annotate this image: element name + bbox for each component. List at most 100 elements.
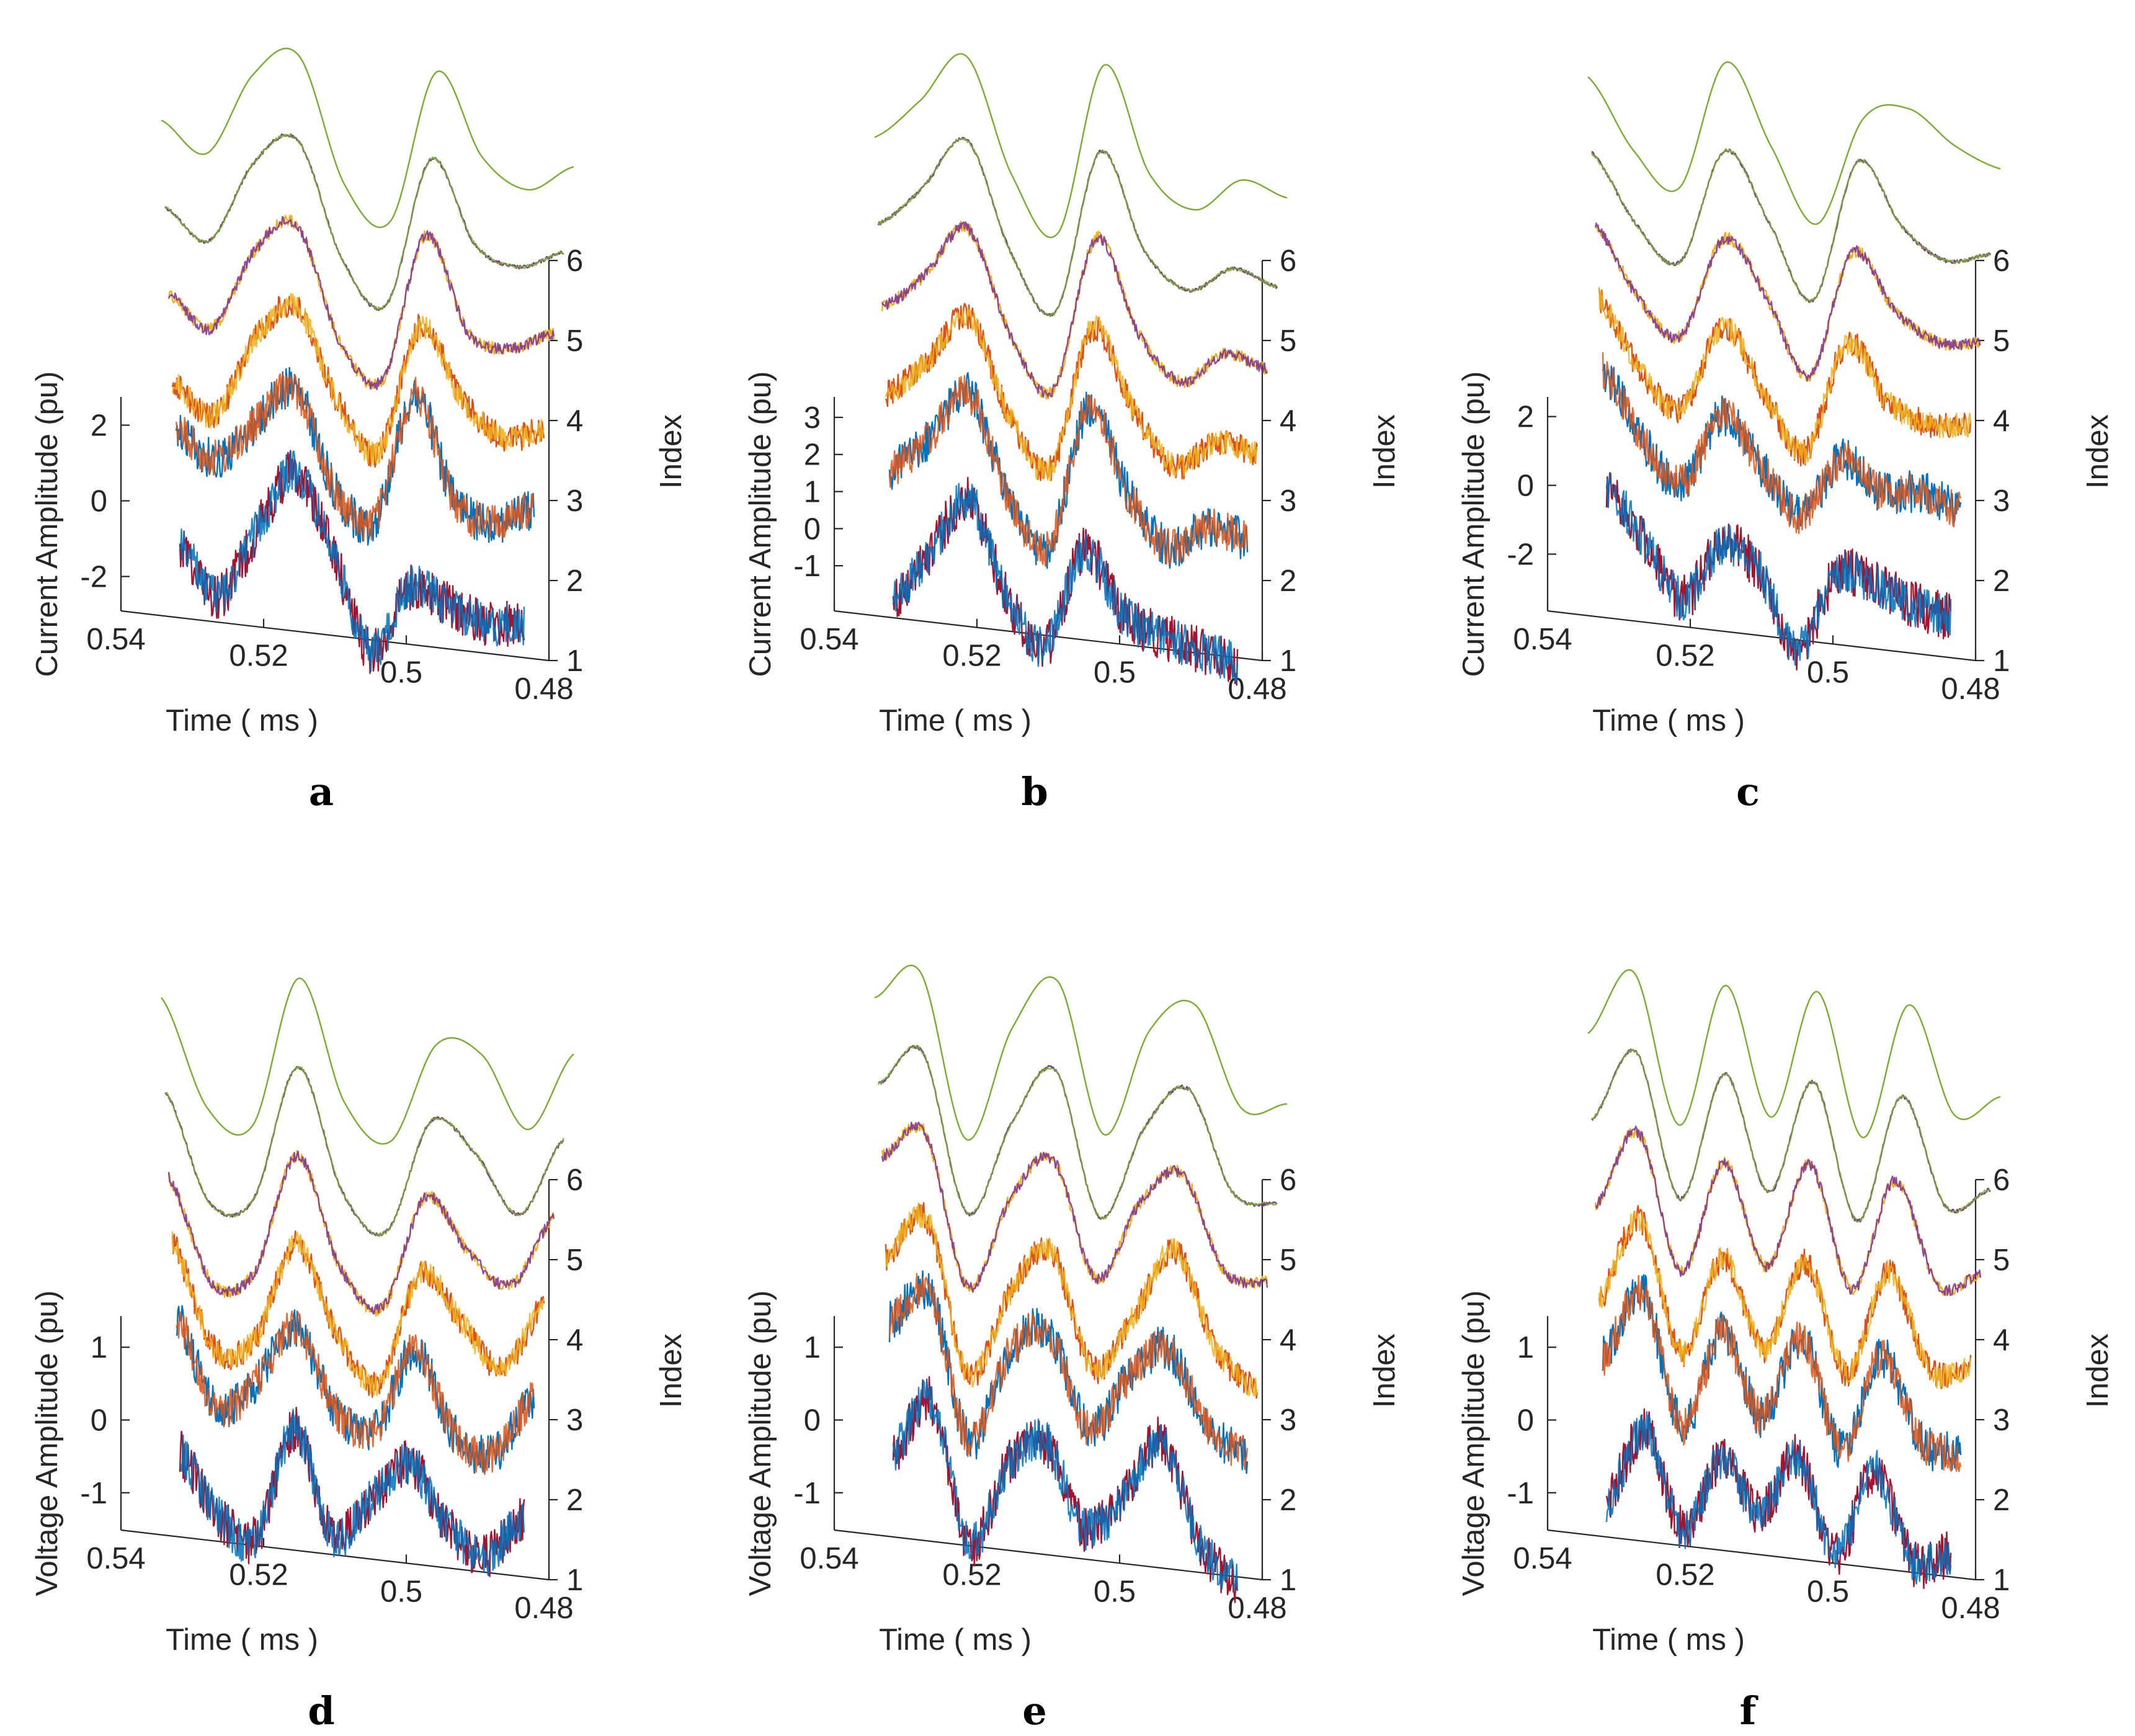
index-tick-label: 1 [1993, 1564, 2010, 1597]
trace-index-1 [179, 450, 525, 672]
trace-index-5 [164, 133, 564, 311]
trace-index-4 [167, 1151, 555, 1315]
trace-index-4 [167, 1150, 555, 1317]
trace-index-6 [874, 53, 1288, 238]
index-tick-label: 3 [1993, 484, 2010, 518]
index-axis-title: Index [1368, 1333, 1401, 1408]
y-tick-label: 2 [1517, 401, 1534, 434]
trace-index-4 [167, 216, 555, 391]
index-tick-label: 6 [1993, 1164, 2010, 1197]
trace-index-6 [161, 47, 574, 228]
x-axis-title: Time ( ms ) [1592, 704, 1745, 737]
index-tick-label: 5 [1993, 1244, 2010, 1277]
trace-index-1 [892, 1379, 1239, 1591]
trace-index-3 [1598, 1204, 1972, 1389]
index-tick-label: 4 [566, 404, 583, 438]
trace-index-4 [881, 221, 1268, 398]
index-tick-label: 5 [1280, 324, 1296, 358]
x-tick-label: 0.52 [942, 639, 1001, 673]
index-tick-label: 3 [1280, 1404, 1296, 1437]
y-tick-label: -1 [793, 1477, 821, 1510]
trace-index-1 [892, 483, 1239, 683]
y-axis-title: Voltage Amplitude (pu) [1457, 1290, 1491, 1596]
trace-index-5 [164, 133, 564, 311]
y-axis-title: Voltage Amplitude (pu) [744, 1290, 777, 1596]
y-tick-label: 0 [91, 1404, 107, 1438]
trace-index-1 [1605, 1411, 1952, 1585]
index-tick-label: 3 [1993, 1404, 2010, 1437]
trace-index-5 [1591, 1048, 1991, 1223]
trace-index-5 [164, 1066, 564, 1237]
x-axis-title: Time ( ms ) [879, 1623, 1032, 1657]
x-tick-label: 0.54 [800, 1542, 858, 1575]
trace-index-3 [885, 1202, 1259, 1399]
trace-index-4 [1595, 1125, 1982, 1296]
index-tick-label: 2 [566, 1484, 583, 1517]
trace-index-6 [874, 964, 1288, 1141]
trace-index-5 [877, 1044, 1278, 1220]
index-tick-label: 1 [1280, 644, 1296, 678]
trace-index-3 [885, 1203, 1259, 1397]
x-tick-label: 0.48 [514, 672, 573, 706]
trace-index-2 [888, 375, 1249, 567]
trace-index-3 [1598, 287, 1972, 465]
panel-letter-b: b [1021, 769, 1048, 814]
trace-index-1 [1605, 473, 1952, 666]
index-tick-label: 5 [566, 1244, 583, 1277]
x-tick-label: 0.48 [1941, 1591, 2000, 1625]
x-axis-line [1547, 1529, 1976, 1581]
y-tick-label: -1 [80, 1477, 107, 1510]
index-tick-label: 5 [566, 324, 583, 358]
x-tick-label: 0.5 [1094, 1575, 1136, 1608]
y-tick-label: 0 [91, 485, 107, 519]
index-axis-title: Index [654, 414, 688, 489]
index-axis-title: Index [2081, 414, 2115, 489]
x-axis-title: Time ( ms ) [1592, 1623, 1745, 1657]
index-tick-label: 1 [566, 1564, 583, 1597]
trace-index-3 [171, 1231, 545, 1397]
index-tick-label: 6 [1280, 244, 1296, 278]
y-axis-title: Voltage Amplitude (pu) [30, 1290, 64, 1596]
index-tick-label: 6 [1993, 244, 2010, 278]
trace-index-4 [881, 1123, 1268, 1293]
x-tick-label: 0.5 [380, 1575, 422, 1608]
y-tick-label: 0 [804, 512, 821, 546]
index-tick-label: 5 [1280, 1244, 1296, 1277]
trace-index-6 [1587, 969, 2001, 1139]
y-tick-label: 1 [804, 1331, 821, 1364]
index-tick-label: 1 [1280, 1564, 1296, 1597]
y-tick-label: 0 [1517, 470, 1534, 503]
y-tick-label: 2 [91, 409, 107, 443]
y-tick-label: -2 [80, 561, 107, 594]
trace-index-2 [176, 1305, 535, 1474]
index-tick-label: 6 [1280, 1164, 1296, 1197]
trace-index-5 [1590, 148, 1991, 303]
y-axis-title: Current Amplitude (pu) [1457, 372, 1491, 677]
x-tick-label: 0.48 [1941, 672, 2000, 706]
y-tick-label: -1 [1507, 1477, 1534, 1510]
y-tick-label: 1 [804, 476, 821, 509]
panel-letter-a: a [309, 769, 334, 814]
x-tick-label: 0.52 [1656, 639, 1714, 673]
x-tick-label: 0.5 [1807, 1575, 1849, 1608]
x-axis-line [834, 1529, 1263, 1581]
trace-index-3 [171, 292, 545, 466]
trace-index-2 [1602, 1275, 1962, 1472]
y-tick-label: 1 [91, 1331, 107, 1364]
y-tick-label: 2 [804, 438, 821, 472]
trace-index-2 [888, 1273, 1249, 1471]
trace-index-3 [171, 1230, 545, 1398]
index-tick-label: 2 [1993, 1484, 2010, 1517]
trace-index-5 [1591, 148, 1991, 303]
trace-index-6 [161, 977, 574, 1145]
x-tick-label: 0.52 [1656, 1559, 1714, 1592]
trace-index-4 [167, 215, 555, 390]
x-tick-label: 0.54 [1513, 623, 1572, 656]
trace-index-2 [175, 373, 535, 542]
index-axis-title: Index [2081, 1333, 2115, 1408]
x-tick-label: 0.52 [942, 1559, 1001, 1592]
x-tick-label: 0.54 [86, 623, 145, 656]
panel-letter-f: f [1740, 1688, 1758, 1734]
x-tick-label: 0.5 [1094, 656, 1136, 689]
